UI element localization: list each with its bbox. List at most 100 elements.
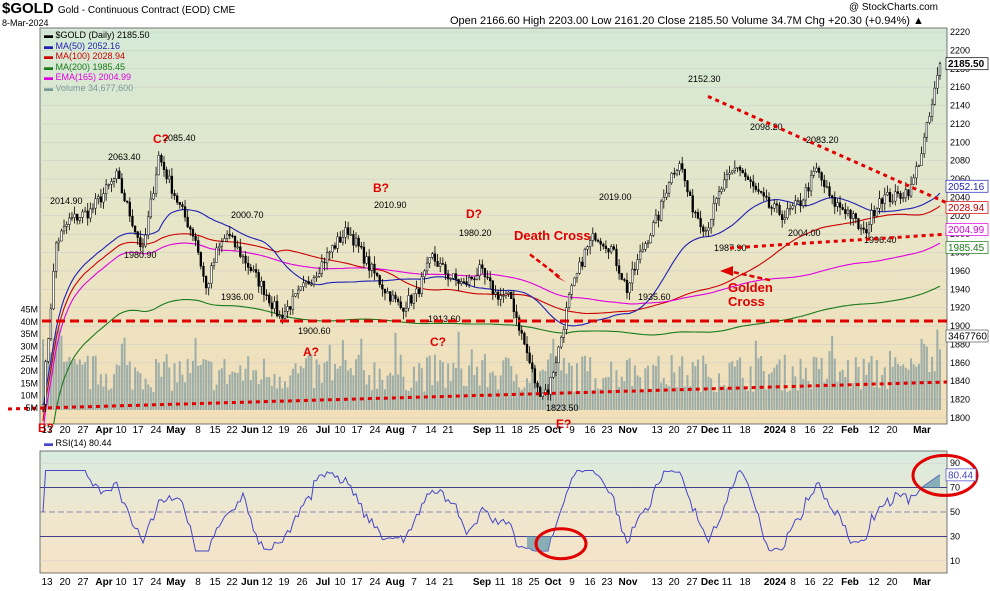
x-tick-label: 22 — [822, 425, 834, 436]
candle-body — [389, 291, 392, 302]
volume-bar — [928, 371, 931, 410]
volume-bar — [260, 379, 263, 410]
annotation-label: B? — [373, 181, 389, 195]
candle-body — [396, 298, 400, 303]
candle-body — [370, 263, 373, 271]
x-tick-label: Jul — [316, 425, 331, 436]
candle-body — [215, 247, 218, 263]
rsi-x-tick-label: 23 — [601, 577, 613, 588]
x-tick-label: Sep — [473, 425, 491, 436]
candle-body — [260, 280, 263, 287]
volume-bar — [878, 387, 881, 410]
volume-bar — [191, 360, 194, 410]
volume-bar — [310, 354, 313, 410]
value-flag — [945, 57, 989, 71]
legend-label: EMA(165) 2004.99 — [55, 72, 132, 82]
candle-body — [204, 276, 208, 289]
candle-body — [541, 392, 544, 397]
legend-entry: ▬ MA(200) 1985.45 — [44, 62, 125, 72]
volume-bar — [210, 361, 213, 410]
volume-bar — [362, 370, 365, 410]
candle-body — [244, 255, 247, 264]
annotation-label: Golden — [728, 280, 773, 295]
candle-body — [725, 174, 729, 181]
volume-bar — [662, 378, 665, 410]
candle-body — [402, 307, 405, 312]
volume-bar — [462, 385, 465, 410]
volume-bar — [894, 357, 897, 410]
candle-body — [617, 265, 621, 274]
x-tick-label: Oct — [545, 425, 562, 436]
volume-bar — [176, 382, 179, 410]
volume-bar — [744, 388, 747, 410]
volume-bar — [284, 381, 287, 410]
volume-bar — [234, 372, 237, 410]
volume-bar — [778, 359, 781, 410]
candle-body — [225, 233, 229, 239]
volume-bar — [55, 331, 58, 410]
candle-body — [57, 240, 60, 244]
volume-bar — [470, 349, 473, 410]
candle-body — [570, 285, 573, 295]
candle-body — [657, 214, 660, 221]
volume-bar — [99, 374, 102, 410]
volume-bar — [65, 361, 68, 410]
price-tick-label: 1820 — [950, 395, 970, 405]
candle-body — [938, 63, 942, 76]
x-tick-label: 20 — [886, 425, 898, 436]
volume-bar — [652, 364, 655, 410]
candle-body — [325, 252, 329, 264]
volume-bar — [60, 335, 63, 410]
volume-bar — [273, 373, 276, 410]
annotation-label: 1996.40 — [864, 235, 897, 245]
annotation-label: C? — [430, 335, 446, 349]
symbol: $GOLD — [2, 0, 54, 17]
rsi-x-tick-label: 8 — [195, 577, 201, 588]
legend-entry: ▬ $GOLD (Daily) 2185.50 — [44, 30, 150, 40]
candle-body — [165, 169, 168, 180]
volume-bar — [562, 358, 565, 410]
candle-body — [410, 295, 413, 304]
volume-bar — [633, 365, 636, 410]
volume-bar — [173, 363, 176, 410]
candle-body — [115, 170, 118, 180]
candle-body — [486, 276, 489, 279]
volume-bar — [499, 375, 502, 410]
rsi-tick-label: 70 — [950, 483, 960, 493]
candle-body — [254, 269, 258, 273]
volume-bar — [252, 370, 255, 410]
x-tick-label: 11 — [495, 425, 506, 436]
candle-body — [399, 301, 402, 308]
volume-bar — [725, 388, 728, 410]
volume-bar — [660, 382, 663, 410]
x-tick-label: 24 — [369, 425, 381, 436]
candle-body — [418, 288, 421, 295]
volume-bar — [402, 376, 405, 410]
arrowhead-icon — [720, 265, 733, 276]
candle-body — [596, 239, 600, 242]
price-tick-label: 1840 — [950, 376, 970, 386]
candle-body — [49, 308, 53, 339]
volume-bar — [823, 382, 826, 410]
annotation-label: 1936.00 — [221, 292, 254, 302]
volume-bar — [583, 355, 586, 410]
volume-bar — [236, 373, 239, 410]
candle-body — [904, 189, 907, 199]
candle-body — [265, 294, 268, 297]
rsi-tick-label: 10 — [950, 556, 960, 566]
volume-bar — [802, 379, 805, 410]
volume-bar — [68, 357, 71, 410]
volume-bar — [389, 372, 392, 410]
annotation-label: 2152.30 — [688, 74, 721, 84]
volume-bar — [244, 368, 247, 410]
ohlc-values: Open 2166.60 High 2203.00 Low 2161.20 Cl… — [450, 15, 910, 27]
candle-body — [141, 245, 145, 248]
volume-bar — [170, 390, 173, 410]
rsi-x-tick-label: 15 — [209, 577, 221, 588]
volume-bar — [494, 375, 497, 410]
candle-body — [425, 262, 429, 272]
candle-body — [804, 187, 807, 201]
volume-bar — [483, 354, 486, 410]
candle-body — [210, 265, 213, 284]
candle-body — [838, 202, 842, 208]
